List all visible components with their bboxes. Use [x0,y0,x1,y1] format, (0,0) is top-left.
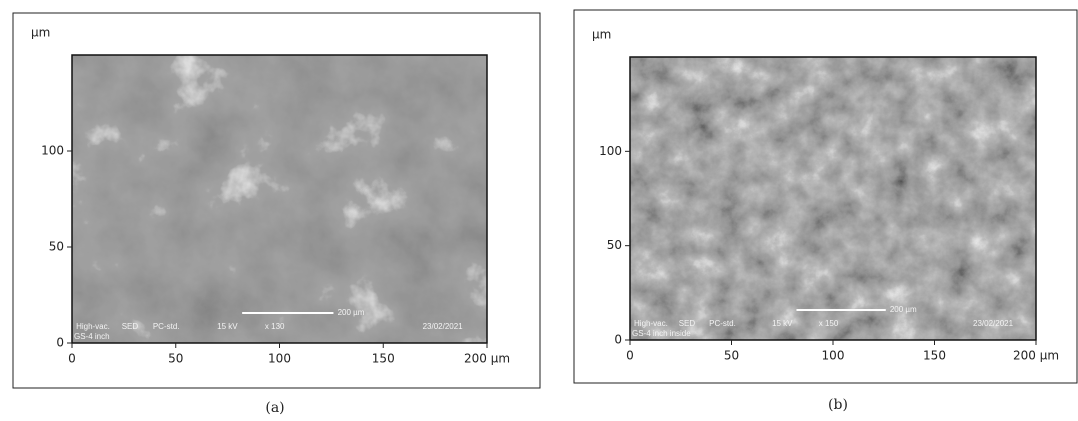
x-tick-label: 150 [923,349,946,363]
y-tick-label: 0 [56,336,64,350]
image-info: SED [679,319,696,328]
caption: (a) [265,400,284,416]
x-tick-label: 150 [372,352,395,366]
image-info: x 130 [265,322,285,331]
image-info: x 150 [819,319,839,328]
image-info: 15 kV [772,319,793,328]
panels: 0 50 100 150 200 µm 0 50 100 µm 200 µm High-vac. SE… [13,10,1077,416]
image-info: PC-std. [709,319,736,328]
sample-name: GS-4 inch inside [632,329,691,338]
image-info: PC-std. [153,322,180,331]
y-axis-label: µm [592,28,611,42]
panel: 0 50 100 150 200 µm 0 50 100 µm 200 µm High-vac. SE… [574,10,1077,413]
figure: 0 50 100 150 200 µm 0 50 100 µm 200 µm High-vac. SE… [0,0,1078,421]
y-tick-label: 100 [41,144,64,158]
image-info: 15 kV [217,322,238,331]
x-tick-label: 50 [168,352,183,366]
image-info: 23/02/2021 [423,322,464,331]
image-info: High-vac. [634,319,668,328]
y-tick-label: 50 [49,240,64,254]
y-tick-label: 100 [599,144,622,158]
x-tick-label: 100 [268,352,291,366]
x-tick-label: 100 [822,349,845,363]
image-info: 23/02/2021 [973,319,1014,328]
sample-name: GS-4 inch [74,332,110,341]
x-tick-label: 0 [68,352,76,366]
scale-bar-label: 200 µm [890,305,917,314]
x-tick-label: 50 [724,349,739,363]
panel: 0 50 100 150 200 µm 0 50 100 µm 200 µm High-vac. SE… [13,13,540,416]
y-axis-label: µm [31,26,50,40]
scale-bar-label: 200 µm [338,308,365,317]
y-tick-label: 0 [614,333,622,347]
x-tick-label: 200 µm [1013,349,1059,363]
image-info: SED [122,322,139,331]
y-tick-label: 50 [607,238,622,252]
x-tick-label: 0 [626,349,634,363]
x-tick-label: 200 µm [464,352,510,366]
sem-image [630,57,1036,340]
sem-image [72,55,487,343]
image-info: High-vac. [76,322,110,331]
caption: (b) [828,397,848,413]
